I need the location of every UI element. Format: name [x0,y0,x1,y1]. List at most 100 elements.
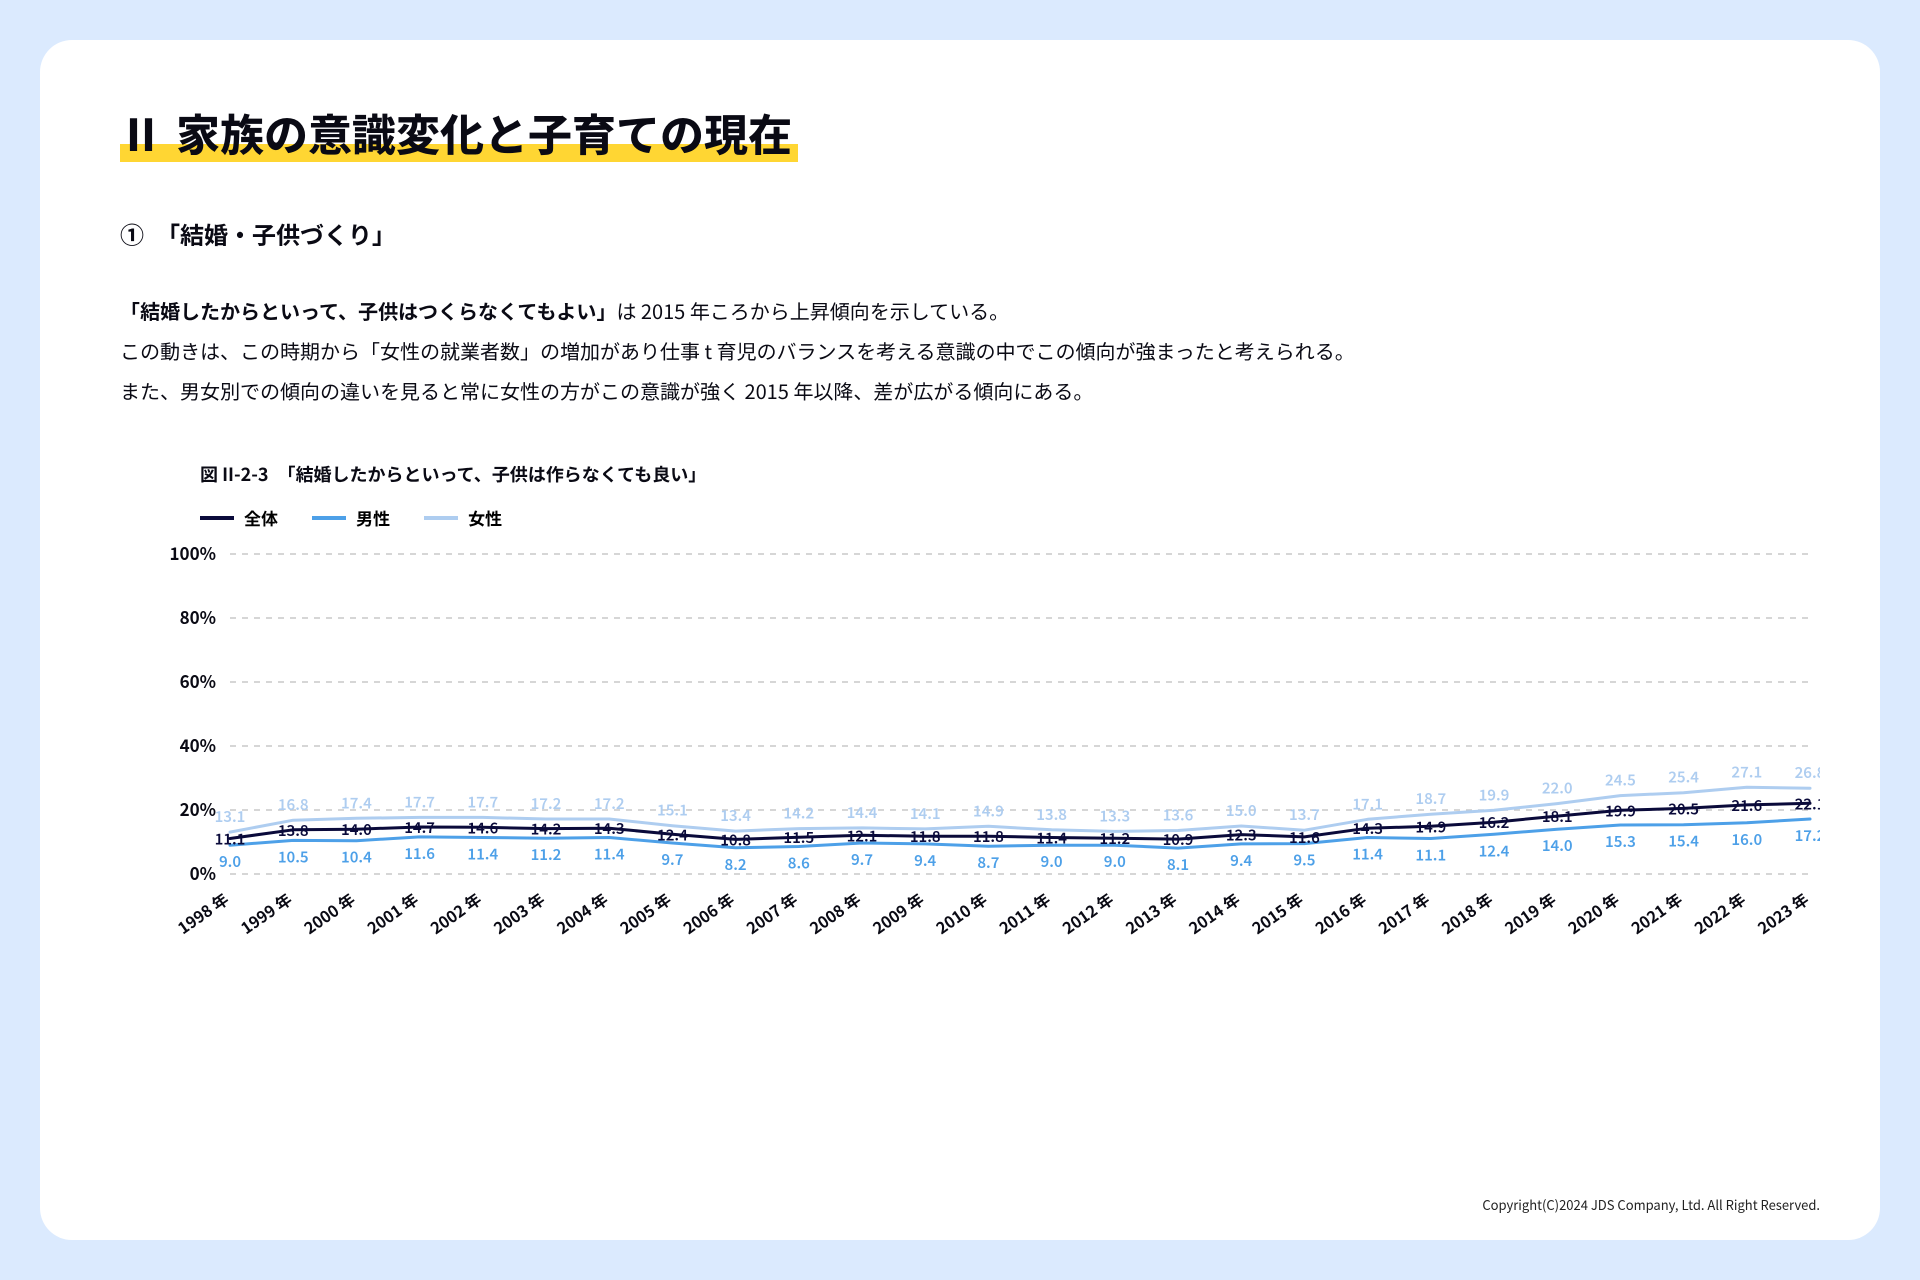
svg-text:12.4: 12.4 [657,824,688,845]
chart-region: 図 II-2-3 「結婚したからといって、子供は作らなくても良い」 全体 男性 女性… [120,461,1800,974]
svg-text:2012 年: 2012 年 [1057,886,1118,939]
svg-text:16.2: 16.2 [1479,812,1510,833]
svg-text:80%: 80% [180,604,216,629]
svg-text:14.9: 14.9 [973,800,1004,821]
svg-text:2011 年: 2011 年 [994,886,1055,939]
svg-text:2018 年: 2018 年 [1436,886,1497,939]
svg-text:15.4: 15.4 [1668,831,1699,852]
svg-text:14.0: 14.0 [341,819,372,840]
svg-text:25.4: 25.4 [1668,767,1699,788]
legend-label: 全体 [244,505,278,530]
body-line-2: この動きは、この時期から「女性の就業者数」の増加があり仕事 t 育児のバランスを… [120,336,1355,365]
svg-text:10.9: 10.9 [1163,829,1194,850]
svg-text:11.4: 11.4 [594,844,625,865]
svg-text:20.5: 20.5 [1668,798,1699,819]
svg-text:13.7: 13.7 [1289,804,1320,825]
svg-text:2016 年: 2016 年 [1310,886,1371,939]
body-text: 「結婚したからといって、子供はつくらなくてもよい」は 2015 年ころから上昇傾… [120,291,1800,411]
svg-text:15.0: 15.0 [1226,800,1257,821]
svg-text:16.8: 16.8 [278,794,309,815]
svg-text:9.7: 9.7 [851,849,873,870]
svg-text:13.1: 13.1 [215,806,246,827]
svg-text:26.8: 26.8 [1795,762,1820,783]
svg-text:13.8: 13.8 [1036,804,1067,825]
svg-text:21.6: 21.6 [1731,795,1762,816]
title-wrap: II 家族の意識変化と子育ての現在 [120,100,1800,166]
svg-text:11.6: 11.6 [404,843,435,864]
svg-text:2007 年: 2007 年 [741,886,802,939]
svg-text:19.9: 19.9 [1479,784,1510,805]
svg-text:2006 年: 2006 年 [678,886,739,939]
legend-item: 男性 [312,505,390,530]
svg-text:2014 年: 2014 年 [1183,886,1244,939]
svg-text:13.3: 13.3 [1099,805,1130,826]
svg-text:11.4: 11.4 [1036,828,1067,849]
chart-title: 図 II-2-3 「結婚したからといって、子供は作らなくても良い」 [200,461,1800,487]
svg-text:11.5: 11.5 [783,827,814,848]
svg-text:12.1: 12.1 [847,825,878,846]
svg-text:2022 年: 2022 年 [1689,886,1750,939]
svg-text:1999 年: 1999 年 [235,886,296,939]
svg-text:2003 年: 2003 年 [488,886,549,939]
svg-text:8.7: 8.7 [977,852,999,873]
svg-text:2005 年: 2005 年 [614,886,675,939]
svg-text:18.7: 18.7 [1415,788,1446,809]
svg-text:16.0: 16.0 [1731,829,1762,850]
body-rest-1: は 2015 年ころから上昇傾向を示している。 [616,296,1009,325]
svg-text:10.8: 10.8 [720,829,751,850]
title-text: 家族の意識変化と子育ての現在 [176,100,792,164]
svg-text:10.4: 10.4 [341,847,372,868]
chart-legend: 全体 男性 女性 [200,505,1800,530]
svg-text:40%: 40% [180,732,216,757]
svg-text:14.7: 14.7 [404,817,435,838]
svg-text:17.4: 17.4 [341,792,372,813]
svg-text:11.4: 11.4 [1352,844,1383,865]
svg-text:9.7: 9.7 [661,849,683,870]
legend-label: 女性 [468,505,502,530]
svg-text:2023 年: 2023 年 [1752,886,1813,939]
svg-text:17.2: 17.2 [594,793,625,814]
svg-text:14.3: 14.3 [594,818,625,839]
svg-text:17.7: 17.7 [467,791,498,812]
svg-text:2020 年: 2020 年 [1562,886,1623,939]
svg-text:20%: 20% [180,796,216,821]
legend-swatch [424,516,458,520]
legend-item: 全体 [200,505,278,530]
svg-text:18.1: 18.1 [1542,806,1573,827]
body-line-3: また、男女別での傾向の違いを見ると常に女性の方がこの意識が強く 2015 年以降… [120,376,1093,405]
svg-text:14.0: 14.0 [1542,835,1573,856]
svg-text:15.1: 15.1 [657,800,688,821]
svg-text:8.6: 8.6 [788,852,810,873]
legend-swatch [312,516,346,520]
svg-text:17.2: 17.2 [531,793,562,814]
svg-text:24.5: 24.5 [1605,770,1636,791]
svg-text:8.1: 8.1 [1167,854,1189,875]
svg-text:22.1: 22.1 [1795,793,1820,814]
svg-text:14.3: 14.3 [1352,818,1383,839]
copyright-footer: Copyright(C)2024 JDS Company, Ltd. All R… [1482,1195,1820,1214]
svg-text:100%: 100% [170,544,216,565]
title-prefix: II [126,100,156,164]
svg-text:8.2: 8.2 [725,854,747,875]
svg-text:60%: 60% [180,668,216,693]
svg-text:9.0: 9.0 [219,851,241,872]
svg-text:11.4: 11.4 [467,844,498,865]
svg-text:2000 年: 2000 年 [298,886,359,939]
page-title: II 家族の意識変化と子育ての現在 [120,100,798,166]
legend-label: 男性 [356,505,390,530]
svg-text:11.1: 11.1 [1415,844,1446,865]
legend-item: 女性 [424,505,502,530]
svg-text:17.1: 17.1 [1352,793,1383,814]
svg-text:11.8: 11.8 [973,826,1004,847]
svg-text:14.1: 14.1 [910,803,941,824]
svg-text:2021 年: 2021 年 [1626,886,1687,939]
svg-text:2001 年: 2001 年 [362,886,423,939]
svg-text:10.5: 10.5 [278,846,309,867]
legend-swatch [200,516,234,520]
svg-text:11.2: 11.2 [531,844,562,865]
svg-text:9.4: 9.4 [1230,850,1252,871]
svg-text:14.2: 14.2 [783,803,814,824]
svg-text:11.8: 11.8 [910,826,941,847]
body-bold: 「結婚したからといって、子供はつくらなくてもよい」 [120,296,616,325]
section-subtitle: ① 「結婚・子供づくり」 [120,216,1800,251]
